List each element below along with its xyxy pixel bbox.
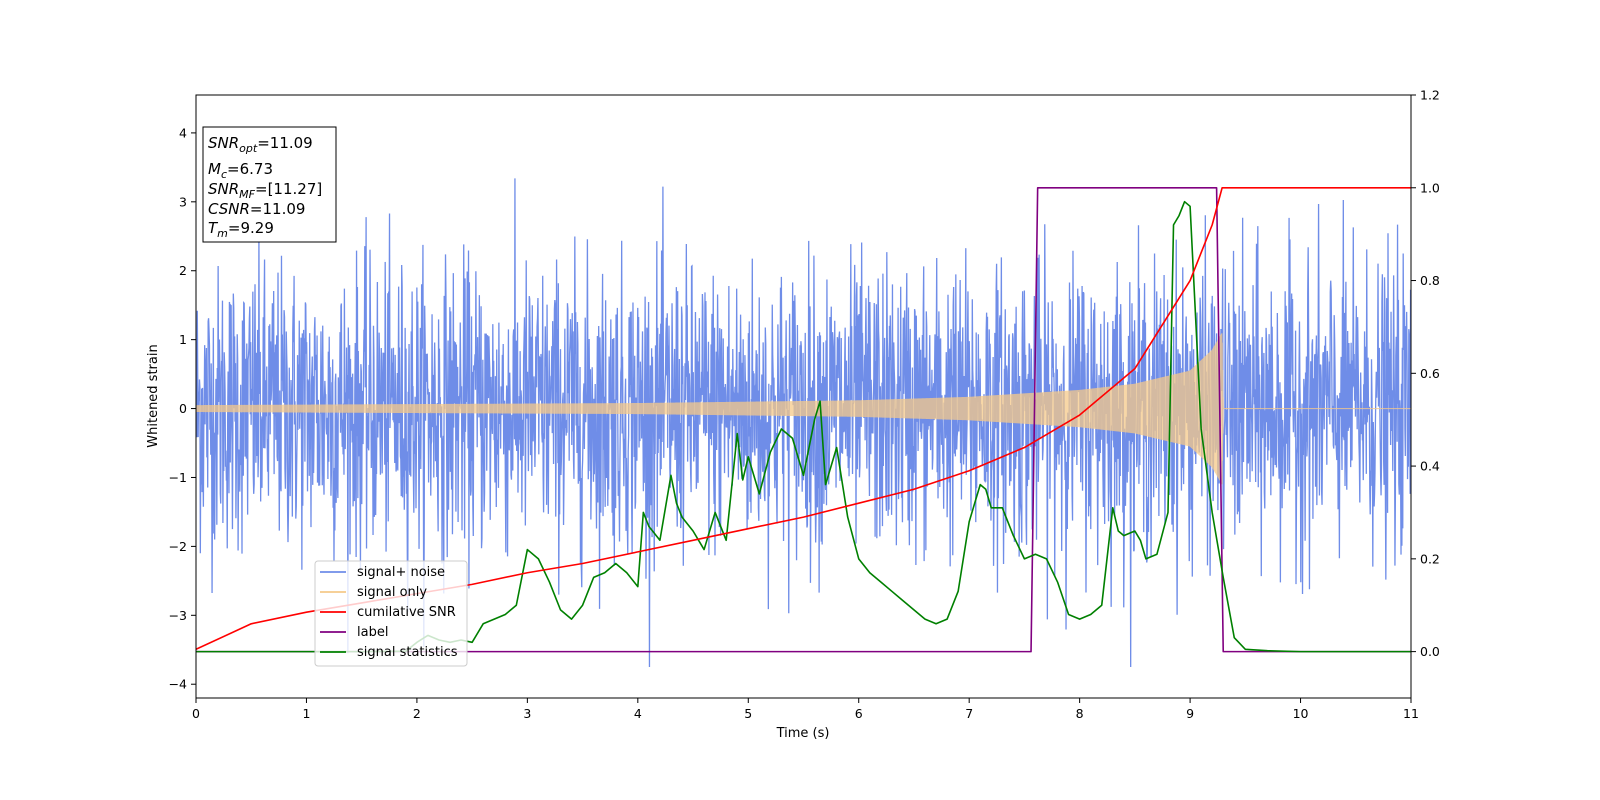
- y-left-tick-label: 3: [179, 194, 187, 209]
- legend-label-label: label: [357, 625, 388, 640]
- y-right-tick-label: 1.0: [1420, 180, 1440, 195]
- x-tick-label: 11: [1403, 706, 1419, 721]
- x-tick-label: 5: [744, 706, 752, 721]
- y-left-tick-label: −2: [169, 539, 187, 554]
- y-right-tick-label: 0.6: [1420, 366, 1440, 381]
- x-tick-label: 6: [855, 706, 863, 721]
- series-signal-statistics: [196, 200, 1411, 653]
- info-mc: Mc=6.73: [208, 160, 273, 181]
- y-left-tick-label: −1: [169, 470, 187, 485]
- y-axis-right: 0.0 0.2 0.4 0.6 0.8 1.0 1.2: [1411, 88, 1440, 659]
- info-tm: Tm=9.29: [208, 219, 274, 240]
- info-box-frame: [202, 126, 337, 243]
- y-right-tick-label: 0.0: [1420, 644, 1440, 659]
- series-signal-only: [196, 333, 1411, 485]
- series-signal-noise: [196, 178, 1411, 667]
- x-tick-label: 9: [1186, 706, 1194, 721]
- y-left-tick-label: 0: [179, 401, 187, 416]
- x-tick-label: 4: [634, 706, 642, 721]
- x-tick-label: 7: [965, 706, 973, 721]
- legend-label-signal-only: signal only: [357, 585, 427, 600]
- legend-frame: [314, 560, 468, 667]
- y-right-tick-label: 0.2: [1420, 551, 1440, 566]
- y-axis-label: Whitened strain: [146, 344, 161, 447]
- y-right-tick-label: 0.4: [1420, 459, 1440, 474]
- info-snr-opt: SNRopt=11.09: [208, 134, 313, 155]
- y-left-tick-label: 4: [179, 125, 187, 140]
- plot-frame: [195, 94, 1412, 699]
- y-right-tick-label: 0.8: [1420, 273, 1440, 288]
- y-left-tick-label: 1: [179, 332, 187, 347]
- x-tick-label: 2: [413, 706, 421, 721]
- x-tick-label: 1: [302, 706, 310, 721]
- y-right-tick-label: 1.2: [1420, 88, 1440, 103]
- info-snr-mf: SNRMF=[11.27]: [208, 180, 322, 201]
- x-tick-label: 3: [523, 706, 531, 721]
- info-csnr: CSNR=11.09: [208, 200, 305, 218]
- x-axis: 0 1 2 3 4 5 6 7 8 9 10 11: [192, 698, 1419, 721]
- info-box: SNRopt=11.09 Mc=6.73 SNRMF=[11.27] CSNR=…: [202, 126, 337, 243]
- x-tick-label: 0: [192, 706, 200, 721]
- y-left-tick-label: −4: [169, 677, 187, 692]
- x-tick-label: 10: [1293, 706, 1309, 721]
- legend-label-signal-noise: signal+ noise: [357, 565, 445, 580]
- legend: signal+ noise signal only cumilative SNR…: [314, 560, 468, 667]
- x-tick-label: 8: [1076, 706, 1084, 721]
- y-left-tick-label: −3: [169, 608, 187, 623]
- y-left-tick-label: 2: [179, 263, 187, 278]
- legend-label-cumulative-snr: cumilative SNR: [357, 605, 456, 620]
- y-axis-left: −4 −3 −2 −1 0 1 2 3 4: [169, 125, 196, 692]
- legend-label-signal-statistics: signal statistics: [357, 645, 458, 660]
- x-axis-label: Time (s): [776, 726, 830, 741]
- series-label: [196, 186, 1411, 653]
